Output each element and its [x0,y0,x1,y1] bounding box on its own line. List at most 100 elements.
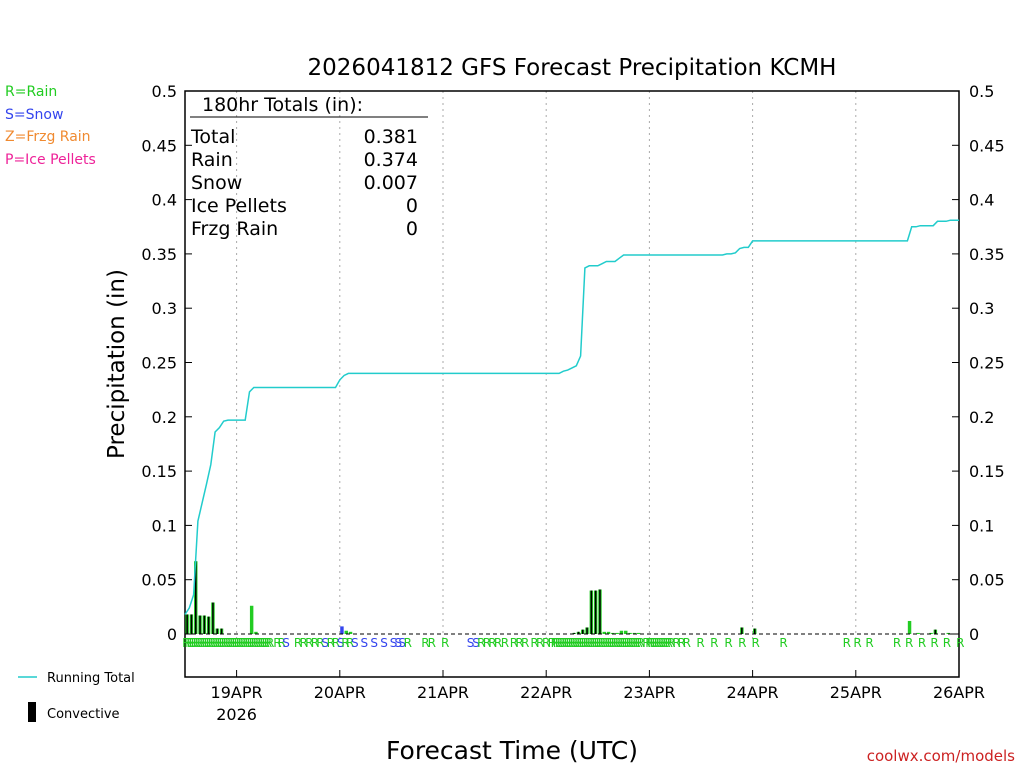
x-tick-label: 26APR [933,683,985,702]
ptype-letter: R [557,636,565,650]
ptype-letter: R [645,636,653,650]
ptype-letter: R [568,636,576,650]
y-tick-label-right: 0.5 [969,82,994,101]
x-tick-label: 22APR [520,683,572,702]
ptype-letter: R [232,636,240,650]
ptype-letter: S [360,636,368,650]
ptype-letter: R [574,636,582,650]
convective-bar [741,627,743,634]
ptype-letter: R [555,636,563,650]
ptype-letter: R [656,636,664,650]
ptype-letter: R [219,636,227,650]
ptype-letter: R [441,636,449,650]
y-tick-label: 0.15 [141,462,177,481]
ptype-letter: R [677,636,685,650]
precip-bar [907,620,912,634]
precip-bar [916,632,920,634]
ptype-letter: R [428,636,436,650]
y-tick-label-right: 0.15 [969,462,1005,481]
ptype-letter: R [591,636,599,650]
ptype-letter: R [779,636,787,650]
ptype-letter: R [604,636,612,650]
ptype-letter: R [501,636,509,650]
ptype-letter: S [398,636,406,650]
ptype-letter: R [346,636,354,650]
precip-bar [606,631,611,634]
ptype-letter: R [421,636,429,650]
day-gridlines [236,91,857,640]
precip-bar [636,632,641,634]
ptype-letter: R [587,636,595,650]
ptype-letter: R [576,636,584,650]
ptype-letter: R [548,636,556,650]
ptype-letter: R [214,636,222,650]
y-tick-label: 0.4 [152,191,177,210]
y-tick-label: 0.25 [141,354,177,373]
ptype-letter: R [494,636,502,650]
y-tick-label: 0.5 [152,82,177,101]
ptype-letter: R [751,636,759,650]
ptype-letter: R [262,636,270,650]
ptype-letter: R [594,636,602,650]
ptype-legend-frzg-rain: Z=Frzg Rain [5,129,91,145]
ptype-letter: R [221,636,229,650]
precip-bar [611,632,615,634]
precip-bars [185,561,950,634]
ptype-letter: R [227,636,235,650]
y-tick-label-right: 0 [969,625,979,644]
ptype-letter: R [234,636,242,650]
ptype-letter: R [300,636,308,650]
ptype-letter: R [542,636,550,650]
ptype-letter: R [667,636,675,650]
ptype-letter: S [282,636,290,650]
y-tick-label: 0.1 [152,516,177,535]
precip-bar [602,631,606,634]
totals-row-label: Rain [191,149,233,171]
convective-bar [212,602,214,634]
ptype-letter: R [589,636,597,650]
ptype-legend-ice-pellets: P=Ice Pellets [5,152,96,168]
ptype-letter: R [311,636,319,650]
ptype-letter: R [930,636,938,650]
totals-row-value: 0 [406,218,418,240]
y-axis-left: 0 0.05 0.1 0.15 0.2 0.25 0.3 0.35 0.4 0.45 0.5 [141,82,192,644]
y-axis-label: Precipitation (in) [104,269,130,459]
totals-row-value: 0.007 [364,172,418,194]
ptype-letter: R [672,636,680,650]
totals-row-label: Snow [191,172,242,194]
ptype-letter: R [665,636,673,650]
ptype-letter: R [853,636,861,650]
ptype-letter: R [579,636,587,650]
credit-text: coolwx.com/models [867,747,1015,765]
ptype-letter: R [596,636,604,650]
ptype-letter: R [206,636,214,650]
ptype-letter: R [918,636,926,650]
totals-row-value: 0.374 [364,149,418,171]
y-tick-label: 0.35 [141,245,177,264]
ptype-letter: R [294,636,302,650]
y-tick-label: 0.3 [152,299,177,318]
ptype-letter: R [617,636,625,650]
ptype-letter: R [483,636,491,650]
ptype-letter: R [510,636,518,650]
ptype-letter: S [337,636,345,650]
convective-bar [216,628,219,634]
ptype-letter: R [553,636,561,650]
chart-title: 2026041812 GFS Forecast Precipitation KC… [308,55,837,81]
ptype-letter: R [249,636,257,650]
ptype-letter: R [662,636,670,650]
ptype-letter: S [390,636,398,650]
totals-row-label: Total [190,126,235,148]
ptype-letter: R [223,636,231,650]
ptype-letter: R [236,636,244,650]
ptype-letter: R [622,636,630,650]
x-tick-label: 19APR [211,683,263,702]
x-axis-label: Forecast Time (UTC) [386,736,638,765]
ptype-letter: R [654,636,662,650]
running-total-series [184,219,959,615]
ptype-letter: R [208,636,216,650]
y-tick-label: 0 [167,625,177,644]
running-total-legend-label: Running Total [47,671,135,686]
ptype-letter: R [247,636,255,650]
